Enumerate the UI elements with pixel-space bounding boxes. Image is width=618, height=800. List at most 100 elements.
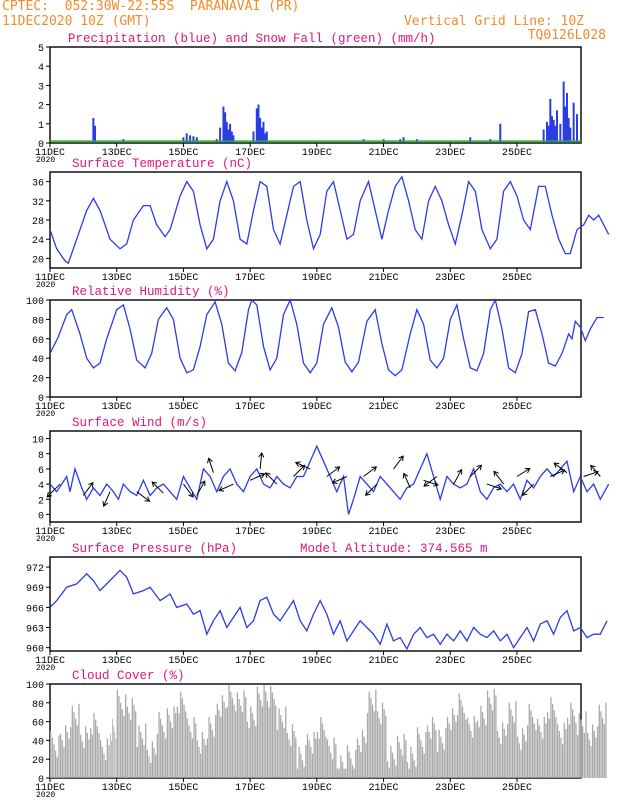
wind-arrow [453, 469, 463, 485]
x-tick-label: 23DEC [435, 783, 465, 794]
x-tick-label: 11DEC [35, 402, 65, 413]
cloud-bar [306, 733, 309, 778]
x-tick-label: 13DEC [102, 402, 132, 413]
cloud-bar [105, 760, 107, 778]
cloud-bar [385, 715, 387, 778]
cloud-bar [348, 751, 350, 778]
cloud-bar [530, 710, 532, 778]
cloud-bar [285, 706, 287, 778]
wind-arrow [522, 483, 534, 496]
x-tick-label: 21DEC [369, 783, 399, 794]
cloud-bar [520, 749, 522, 778]
cloud-bar [128, 713, 130, 778]
cloud-bar [245, 697, 247, 778]
cloud-bar [421, 746, 424, 778]
cloud-bar [121, 709, 123, 778]
x-year-label: 2020 [36, 535, 55, 544]
cloud-bar [116, 689, 118, 778]
y-tick-label: 6 [38, 466, 44, 477]
cloud-bar [505, 735, 507, 778]
x-tick-label: 11DEC [35, 656, 65, 667]
wind-arrow [493, 470, 505, 485]
cloud-bar [516, 736, 519, 778]
cloud-bar [501, 722, 504, 778]
wind-arrow [332, 476, 348, 484]
precip-bar [564, 106, 567, 143]
cloud-bar [331, 759, 334, 778]
x-tick-label: 19DEC [302, 273, 332, 284]
x-tick-label: 19DEC [302, 148, 332, 159]
cloud-bar [463, 713, 465, 778]
cloud-bar [401, 755, 404, 778]
precip-bar [542, 129, 545, 143]
wind-arrow [196, 480, 206, 496]
cloud-bar [453, 715, 455, 778]
cloud-bar [213, 736, 215, 778]
x-year-label: 2020 [36, 410, 55, 419]
y-tick-label: 32 [32, 198, 44, 209]
cloud-bar [90, 728, 92, 778]
precip-bar [252, 131, 255, 143]
cloud-bar [511, 715, 514, 778]
cloud-bar [545, 723, 547, 778]
y-tick-label: 60 [32, 336, 44, 347]
cloud-bar [465, 719, 467, 778]
x-tick-label: 15DEC [168, 527, 198, 538]
cloud-bar [358, 745, 360, 778]
x-tick-label: 17DEC [235, 656, 265, 667]
cloud-bar [313, 731, 315, 778]
cloud-bar [575, 722, 577, 778]
y-tick-label: 100 [26, 297, 44, 308]
cloud-bar [260, 699, 262, 778]
cloud-bar [208, 716, 210, 778]
x-tick-label: 21DEC [369, 402, 399, 413]
wind-arrow-head [218, 486, 225, 492]
wind-arrow-head [102, 501, 109, 507]
precip-bar [225, 121, 228, 143]
cloud-bar [71, 705, 73, 778]
cloud-bar [480, 705, 482, 778]
cloud-bar [406, 762, 409, 778]
cloud-bar [602, 717, 604, 778]
cloud-bar [80, 734, 82, 778]
series-line [49, 298, 604, 377]
cloud-bar [275, 705, 277, 778]
precip-bar [230, 131, 233, 143]
cloud-bar [265, 691, 267, 778]
y-tick-label: 969 [26, 584, 44, 595]
cloud-bar [485, 725, 487, 778]
cloud-bar [345, 768, 347, 778]
panel-frame [49, 299, 582, 398]
cloud-bar [333, 737, 335, 778]
cloud-bar [95, 719, 97, 778]
cloud-bar [605, 702, 607, 778]
precip-bar [549, 98, 552, 143]
cloud-bar [125, 694, 127, 778]
x-tick-label: 17DEC [235, 273, 265, 284]
wind-arrow [393, 455, 404, 470]
cloud-bar [151, 741, 153, 778]
precip-bar [567, 118, 570, 143]
cloud-bar [450, 730, 452, 778]
x-tick-label: 15DEC [168, 402, 198, 413]
cloud-bar [180, 691, 182, 778]
cloud-bar [323, 730, 325, 778]
cloud-bar [131, 698, 133, 778]
y-tick-label: 0 [38, 511, 44, 522]
cloud-bar [576, 734, 579, 778]
y-tick-label: 5 [38, 44, 44, 55]
wind-arrow-head [432, 480, 439, 487]
cloud-bar [433, 723, 435, 778]
cloud-bar [112, 718, 113, 778]
cloud-bar [336, 768, 339, 778]
x-tick-label: 23DEC [435, 273, 465, 284]
x-tick-label: 13DEC [102, 783, 132, 794]
cloud-bar [103, 753, 105, 778]
precip-bar [92, 118, 95, 143]
cloud-bar [276, 730, 279, 778]
wind-arrow [365, 483, 378, 496]
x-tick-label: 11DEC [35, 783, 65, 794]
x-year-label: 2020 [36, 664, 55, 673]
cloud-bar [411, 753, 414, 778]
cloud-bar [326, 739, 329, 778]
